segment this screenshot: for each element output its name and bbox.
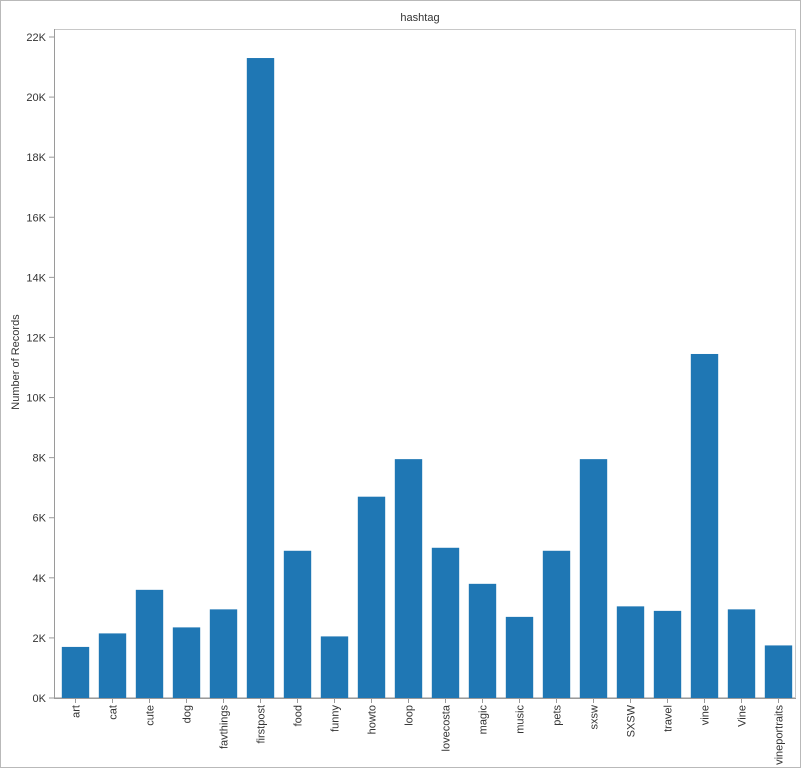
bar-firstpost	[246, 58, 275, 699]
y-tick-label: 0K	[33, 693, 47, 705]
x-tick-label: funny	[330, 705, 342, 732]
x-tick-label: cat	[108, 705, 120, 720]
y-tick-label: 22K	[26, 32, 46, 44]
y-tick-label: 18K	[26, 152, 46, 164]
x-tick-label: vine	[700, 705, 712, 725]
y-tick-label: 8K	[33, 453, 47, 465]
x-tick-label: dog	[182, 705, 194, 723]
bar-vineportraits	[764, 645, 793, 698]
chart-title: hashtag	[400, 12, 439, 24]
bar-howto	[357, 496, 386, 698]
bar-cute	[135, 589, 164, 698]
bar-pets	[542, 550, 571, 698]
bar-travel	[653, 610, 682, 698]
x-tick-label: travel	[663, 705, 675, 732]
bars	[61, 58, 793, 699]
bar-magic	[468, 583, 497, 698]
bar-cat	[98, 633, 127, 698]
y-tick-label: 2K	[33, 633, 47, 645]
bar-music	[505, 616, 534, 698]
x-tick-label: art	[71, 705, 83, 718]
bar-funny	[320, 636, 349, 698]
x-tick-label: favthings	[219, 705, 231, 750]
x-tick-label: cute	[145, 705, 157, 726]
x-tick-label: food	[293, 705, 305, 726]
y-tick-label: 20K	[26, 92, 46, 104]
x-tick-label: sxsw	[589, 705, 601, 730]
bar-sxsw	[579, 459, 608, 698]
x-tick-label: lovecosta	[441, 704, 453, 751]
bar-loop	[394, 459, 423, 698]
plot-area-border	[54, 29, 796, 698]
bar-vine	[690, 353, 719, 698]
x-tick-label: pets	[552, 705, 564, 726]
y-tick-label: 4K	[33, 573, 47, 585]
y-tick-label: 12K	[26, 332, 46, 344]
bar-food	[283, 550, 312, 698]
x-tick-label: vineportraits	[774, 705, 786, 765]
x-tick-label: SXSW	[626, 704, 638, 737]
x-tick-label: howto	[367, 705, 379, 734]
y-tick-label: 10K	[26, 393, 46, 405]
bar-favthings	[209, 609, 238, 698]
y-tick-label: 16K	[26, 212, 46, 224]
y-axis-ticks: 0K 2K 4K 6K 8K 10K 12K 14K 16K 18K 20K 22K	[26, 32, 54, 705]
bar-art	[61, 646, 90, 698]
y-axis-label: Number of Records	[10, 314, 22, 410]
x-tick-label: Vine	[737, 705, 749, 727]
x-tick-label: loop	[404, 705, 416, 726]
x-tick-label: music	[515, 705, 527, 734]
x-axis-ticks: art cat cute dog favthings firstpost food funny…	[71, 698, 786, 765]
x-tick-label: magic	[478, 705, 490, 735]
bar-dog	[172, 627, 201, 698]
y-tick-label: 14K	[26, 272, 46, 284]
bar-sxsw-caps	[616, 606, 645, 698]
y-tick-label: 6K	[33, 513, 47, 525]
bar-lovecosta	[431, 547, 460, 698]
x-tick-label: firstpost	[256, 705, 268, 744]
bar-vine-caps	[727, 609, 756, 698]
